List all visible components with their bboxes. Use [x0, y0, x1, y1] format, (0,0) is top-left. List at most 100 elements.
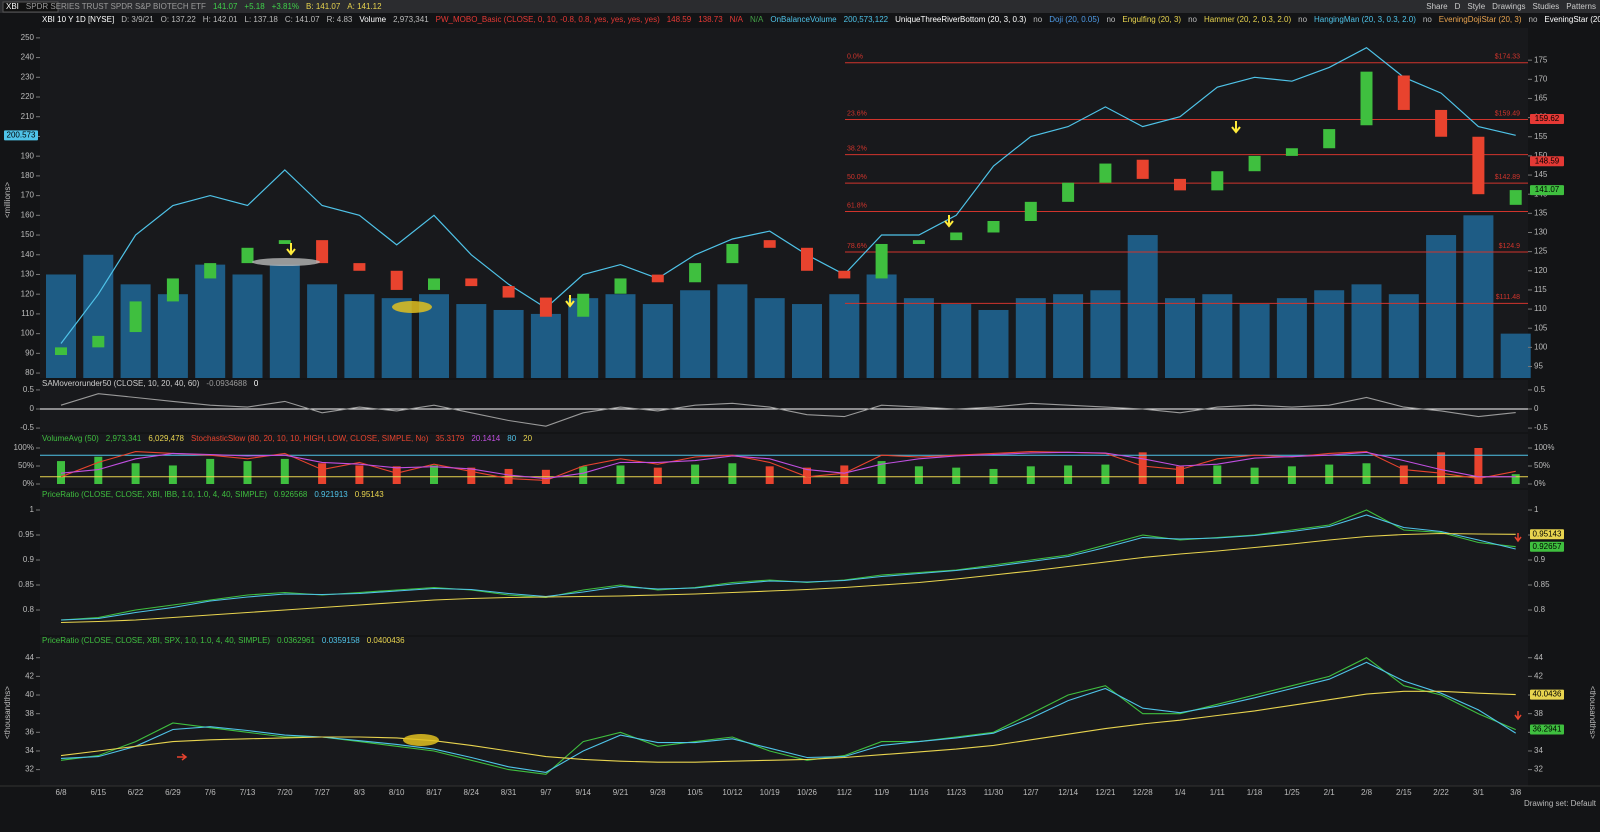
header-item: no	[1529, 15, 1538, 24]
annotation-arrow	[177, 753, 188, 761]
candle-body	[1323, 129, 1336, 149]
y-tick-label: 0.8	[1534, 605, 1546, 614]
header-item: 200,573,122	[844, 15, 889, 24]
x-tick-label: 1/18	[1247, 788, 1263, 797]
fib-price-label: $159.49	[1495, 110, 1520, 117]
y-tick-label: 240	[21, 53, 35, 62]
fib-price-label: $174.33	[1495, 54, 1520, 61]
fib-label: 23.6%	[847, 110, 867, 117]
header-item[interactable]: Style	[1467, 2, 1485, 11]
x-tick-label: 1/25	[1284, 788, 1300, 797]
candle-body	[55, 347, 67, 356]
annotations	[177, 121, 1522, 761]
header-item: EveningStar (20, 3, 0.3)	[1544, 15, 1600, 24]
price-box-label: 200.573	[7, 130, 36, 139]
header-item: StochasticSlow (80, 20, 10, 10, HIGH, LO…	[191, 434, 429, 443]
volume-bar	[456, 304, 487, 378]
candle-body	[204, 263, 217, 279]
y-tick-label: 125	[1534, 247, 1548, 256]
header-row: VolumeAvg (50) 2,973,341 6,029,478 Stochast…	[42, 434, 533, 443]
candle-body	[241, 247, 254, 264]
volume-bar	[1388, 294, 1419, 378]
header-item[interactable]: XBI	[6, 2, 19, 11]
header-item[interactable]: D	[1455, 2, 1461, 11]
header-item: Volume	[359, 15, 386, 24]
volume-bar	[232, 274, 263, 378]
header-item: +3.81%	[272, 2, 299, 11]
volume-bar	[1239, 304, 1270, 378]
volume-avg-bar	[355, 465, 364, 484]
header-row: PriceRatio (CLOSE, CLOSE, XBI, SPX, 1.0,…	[42, 636, 405, 645]
header-item[interactable]: Studies	[1533, 2, 1560, 11]
y-tick-label: 100%	[1534, 443, 1554, 452]
y-tick-label: 32	[25, 765, 34, 774]
volume-avg-bar	[728, 463, 737, 484]
volume-bar	[829, 294, 860, 378]
candle-body	[1136, 159, 1149, 179]
header-row: SAMoverorunder50 (CLOSE, 10, 20, 40, 60)…	[42, 379, 259, 388]
y-tick-label: 42	[25, 671, 34, 680]
candle-body	[1285, 148, 1298, 156]
header-item: 148.59	[667, 15, 692, 24]
y-tick-label: -0.5	[20, 423, 34, 432]
y-tick-label: 1	[30, 505, 35, 514]
y-tick-label: 32	[1534, 765, 1543, 774]
y-tick-label: 110	[1534, 304, 1547, 313]
volume-avg-bar	[616, 465, 625, 484]
volume-bar	[754, 298, 785, 378]
y-tick-label: 0%	[1534, 479, 1546, 488]
header-value: 20	[523, 434, 532, 443]
drawing-set[interactable]: Drawing set: Default	[1524, 799, 1597, 808]
annotation-arrow	[565, 295, 575, 308]
symbol-box[interactable]	[2, 1, 59, 13]
y-tick-label: 0.8	[23, 605, 35, 614]
header-value: 0	[254, 379, 259, 388]
series-line	[60, 451, 1516, 480]
x-tick-label: 11/23	[946, 788, 966, 797]
volume-bar	[1351, 284, 1382, 378]
y-tick-label: 50%	[1534, 461, 1550, 470]
price-box-label: 141.07	[1535, 185, 1560, 194]
y-tick-label: 0.9	[1534, 555, 1546, 564]
volume-avg-bar	[1138, 452, 1147, 484]
price-box-label: 159.62	[1535, 114, 1560, 123]
header-item[interactable]: Share	[1426, 2, 1448, 11]
header-item[interactable]: Patterns	[1566, 2, 1596, 11]
x-tick-label: 2/8	[1361, 788, 1373, 797]
header-row: PriceRatio (CLOSE, CLOSE, XBI, IBB, 1.0,…	[42, 490, 384, 499]
header-item: 6,029,478	[148, 434, 184, 443]
x-tick-label: 7/6	[205, 788, 217, 797]
series-line	[60, 451, 1516, 481]
header-item: O: 137.22	[161, 15, 197, 24]
header-item[interactable]: Drawings	[1492, 2, 1525, 11]
x-tick-label: 8/10	[389, 788, 405, 797]
volume-avg-bar	[1511, 474, 1520, 484]
header-row: XBI SPDR SERIES TRUST SPDR S&P BIOTECH ET…	[6, 2, 382, 11]
annotation-arrow	[1514, 711, 1522, 721]
x-tick-label: 11/9	[874, 788, 890, 797]
y-tick-label: 190	[21, 151, 35, 160]
header-value: 35.3179	[435, 434, 464, 443]
header-value: 0.95143	[355, 490, 384, 499]
volume-avg-bar	[691, 464, 700, 484]
y-tick-label: 130	[21, 270, 35, 279]
x-tick-label: 7/20	[277, 788, 293, 797]
price-box-label: 0.92657	[1533, 542, 1562, 551]
y-axis-label: <thousandths>	[3, 686, 12, 739]
volume-avg-bar	[914, 466, 923, 484]
header-item: SPDR SERIES TRUST SPDR S&P BIOTECH ETF	[26, 2, 206, 11]
volume-avg-bar	[1362, 463, 1371, 484]
y-tick-label: 170	[1534, 74, 1548, 83]
header-item: D: 3/9/21	[121, 15, 154, 24]
y-tick-label: 50%	[18, 461, 34, 470]
x-tick-label: 3/1	[1473, 788, 1485, 797]
y-tick-label: 160	[21, 210, 35, 219]
x-tick-label: 2/22	[1433, 788, 1449, 797]
y-tick-label: 250	[21, 33, 35, 42]
volume-bar	[493, 309, 524, 378]
y-tick-label: 95	[1534, 362, 1543, 371]
volume-bar	[978, 309, 1009, 378]
candle-body	[353, 263, 366, 271]
y-tick-label: 34	[1534, 746, 1543, 755]
